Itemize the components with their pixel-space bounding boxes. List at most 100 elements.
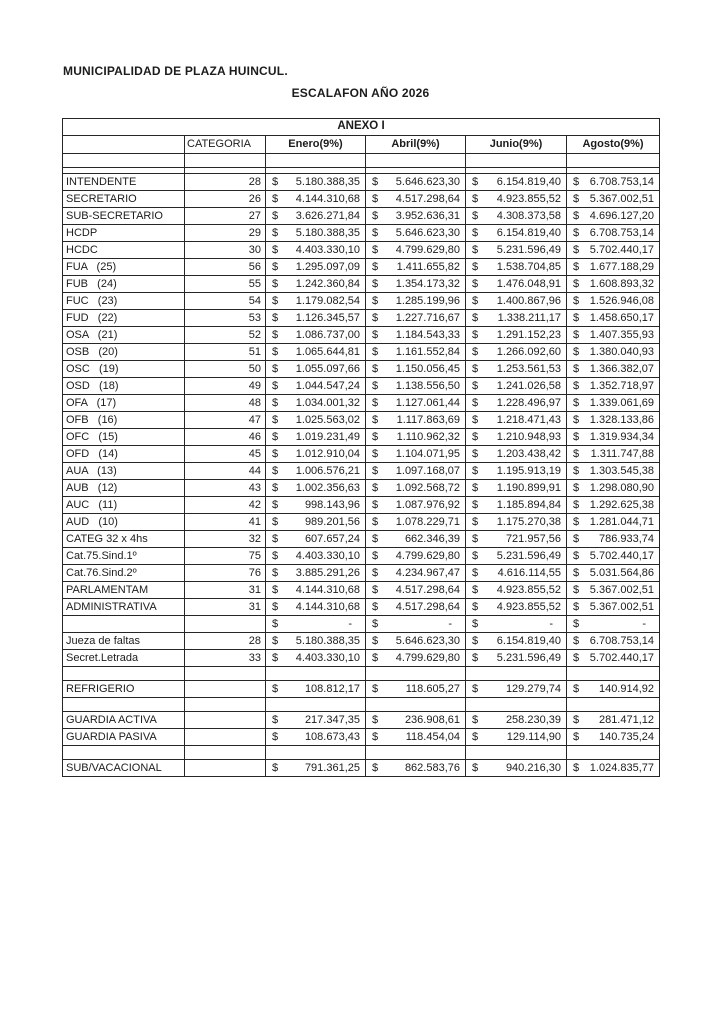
amount-value: - [448,617,452,630]
amount-value: 281.471,12 [598,713,655,726]
row-label-cell: Cat.75.Sind.1º [62,547,185,565]
row-label-cell [62,697,185,712]
table-row [62,745,661,760]
categoria-cell: 75 [184,547,266,565]
currency-symbol: $ [272,447,279,460]
amount-value: 1.126.345,57 [295,311,360,324]
money-value: $1.281.044,71 [568,516,659,528]
currency-symbol: $ [472,226,479,239]
money-value: $721.957,56 [467,533,566,545]
amount-value: 1.458.650,17 [589,311,655,324]
currency-symbol: $ [272,713,279,726]
amount-cell-enero: $3.626.271,84 [265,207,366,225]
amount-cell-agosto: $1.407.355,93 [565,326,661,344]
currency-symbol: $ [573,328,580,341]
categoria-cell [184,680,266,698]
currency-symbol: $ [573,730,580,743]
currency-symbol: $ [372,515,379,528]
currency-symbol: $ [372,260,379,273]
money-value: $5.231.596,49 [467,652,566,664]
currency-symbol: $ [472,362,479,375]
amount-value: 5.180.388,35 [295,226,360,239]
amount-cell-agosto: $1.352.718,97 [565,377,661,395]
amount-cell-enero: $1.034.001,32 [265,394,366,412]
amount-cell-junio: $1.228.496,97 [465,394,567,412]
amount-cell-abril: $1.078.229,71 [365,513,466,531]
categoria-cell: 49 [184,377,266,395]
amount-value: 791.361,25 [304,761,360,774]
currency-symbol: $ [472,311,479,324]
amount-cell-enero: $4.144.310,68 [265,190,366,208]
amount-value: 4.403.330,10 [295,243,360,256]
categoria-cell [184,153,266,168]
amount-cell-agosto: $1.608.893,32 [565,275,661,293]
amount-value: 4.799.629,80 [395,651,460,664]
money-value: $1.087.976,92 [367,499,465,511]
amount-cell-abril: $1.161.552,84 [365,343,466,361]
table-row: OSD (18) 49 $1.044.547,24 $1.138.556,50 $1.2… [62,377,661,395]
amount-cell-junio: $1.538.704,85 [465,258,567,276]
money-value: $1.458.650,17 [568,311,659,324]
amount-value: 1.285.199,96 [395,294,460,307]
currency-symbol: $ [272,192,279,205]
currency-symbol: $ [372,294,379,307]
amount-value: 1.065.644,81 [295,345,360,358]
amount-cell-abril: $1.138.556,50 [365,377,466,395]
amount-value: 1.184.543,33 [395,328,460,341]
amount-value: 1.526.946,08 [589,294,655,307]
amount-value: 1.407.355,93 [589,328,655,341]
row-label-cell: Cat.76.Sind.2º [62,564,185,582]
categoria-cell: 30 [184,241,266,259]
amount-value: 5.031.564,86 [589,566,655,579]
amount-value: 1.024.835,77 [589,761,655,774]
amount-cell-abril: $5.646.623,30 [365,632,466,650]
amount-cell-enero: $1.044.547,24 [265,377,366,395]
money-value: $1.319.934,34 [568,431,659,443]
amount-cell-abril [365,745,466,760]
money-value: $662.346,39 [367,533,465,545]
money-value: $1.055.097,66 [267,363,365,375]
currency-symbol: $ [372,175,379,188]
amount-value: 1.161.552,84 [395,345,460,358]
money-value: $6.708.753,14 [568,176,659,188]
amount-cell-agosto: $1.526.946,08 [565,292,661,310]
table-row: HCDP 29 $5.180.388,35 $5.646.623,30 $6.154.8… [62,224,661,242]
amount-cell-enero: $4.403.330,10 [265,547,366,565]
currency-symbol: $ [472,328,479,341]
amount-cell-abril: $ - [365,615,466,633]
money-value: $1.303.545,38 [568,465,659,477]
amount-value: 217.347,35 [304,713,360,726]
amount-value: 1.179.082,54 [295,294,360,307]
currency-symbol: $ [573,617,580,630]
table-row: AUD (10) 41 $989.201,56 $1.078.229,71 $1.175… [62,513,661,531]
amount-cell-junio: $721.957,56 [465,530,567,548]
currency-symbol: $ [372,277,379,290]
amount-cell-junio [465,697,567,712]
amount-cell-abril [365,153,466,168]
currency-symbol: $ [472,730,479,743]
amount-cell-abril: $118.454,04 [365,728,466,746]
amount-cell-junio: $129.279,74 [465,680,567,698]
amount-cell-abril: $1.117.863,69 [365,411,466,429]
row-label-cell: HCDC [62,241,185,259]
amount-cell-enero [265,153,366,168]
money-value: $6.154.819,40 [467,176,566,188]
amount-value: 607.657,24 [304,532,360,545]
amount-value: 786.933,74 [598,532,655,545]
amount-cell-junio: $1.190.899,91 [465,479,567,497]
amount-cell-junio [465,666,567,681]
amount-cell-enero [265,745,366,760]
money-value: $ - [267,618,365,630]
amount-cell-junio: $5.231.596,49 [465,241,567,259]
currency-symbol: $ [472,379,479,392]
row-label-cell: FUD (22) [62,309,185,327]
amount-cell-enero: $5.180.388,35 [265,224,366,242]
amount-value: 1.025.563,02 [295,413,360,426]
amount-value: 4.403.330,10 [295,651,360,664]
table-row: REFRIGERIO $108.812,17 $118.605,27 $129.279… [62,680,661,698]
money-value: $1.065.644,81 [267,345,365,358]
money-value: $5.646.623,30 [367,175,465,188]
categoria-cell: 31 [184,581,266,599]
row-label-cell: OFB (16) [62,411,185,429]
money-value: $1.203.438,42 [467,448,566,460]
